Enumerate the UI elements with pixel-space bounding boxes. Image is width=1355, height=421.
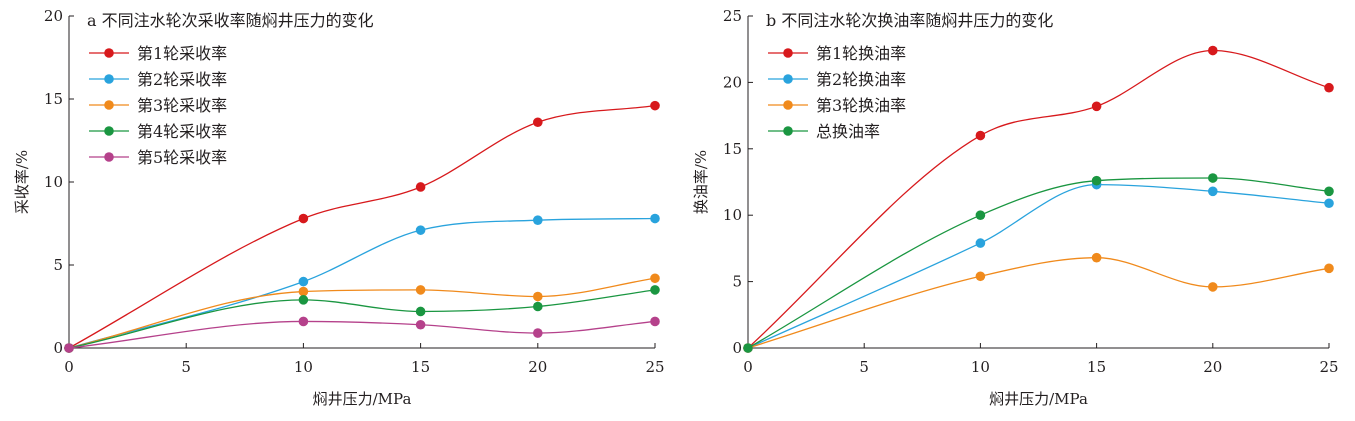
data-point	[415, 225, 426, 235]
y-tick-label: 15	[44, 90, 63, 108]
data-point	[415, 306, 426, 317]
x-axis-label: 焖井压力/MPa	[989, 390, 1088, 408]
chart-title: b 不同注水轮次换油率随焖井压力的变化	[766, 11, 1053, 30]
legend-marker	[783, 126, 793, 136]
data-point	[415, 319, 426, 330]
data-point	[533, 328, 543, 338]
data-point	[975, 238, 986, 248]
data-point	[533, 215, 543, 225]
data-point	[533, 117, 543, 128]
data-point	[533, 291, 543, 302]
legend-label: 第2轮换油率	[816, 70, 906, 89]
x-tick-label: 25	[1319, 358, 1338, 376]
legend-label: 第3轮换油率	[816, 96, 906, 115]
legend-marker	[104, 126, 114, 136]
data-point	[1324, 263, 1334, 274]
x-axis-label: 焖井压力/MPa	[313, 390, 412, 408]
data-point	[298, 276, 309, 287]
data-point	[743, 343, 753, 353]
x-tick-label: 15	[1087, 358, 1106, 376]
data-point	[650, 100, 660, 111]
legend-label: 第1轮采收率	[137, 44, 227, 63]
data-point	[1208, 45, 1218, 56]
data-point	[650, 285, 660, 295]
legend-label: 第3轮采收率	[137, 96, 227, 115]
data-point	[298, 286, 309, 297]
y-tick-label: 0	[732, 339, 742, 357]
x-tick-label: 20	[1203, 358, 1222, 376]
y-tick-label: 10	[723, 206, 742, 224]
legend-marker	[783, 100, 793, 110]
legend-marker	[104, 152, 114, 162]
data-point	[650, 273, 660, 284]
x-tick-label: 0	[743, 358, 753, 376]
data-point	[975, 210, 986, 220]
series-line	[68, 104, 656, 349]
series-line	[747, 177, 1330, 349]
y-axis-label: 换油率/%	[692, 150, 710, 214]
x-tick-label: 5	[181, 358, 191, 376]
data-point	[975, 130, 986, 141]
data-point	[1208, 282, 1218, 292]
data-point	[1324, 198, 1334, 209]
legend-label: 第4轮采收率	[137, 122, 227, 141]
data-point	[650, 316, 660, 327]
data-point	[1324, 82, 1334, 93]
data-point	[650, 213, 660, 224]
legend-marker	[104, 74, 114, 84]
legend-marker	[104, 48, 114, 58]
series-line	[68, 289, 656, 349]
data-point	[1091, 175, 1102, 186]
y-tick-label: 25	[723, 7, 742, 25]
x-tick-label: 10	[971, 358, 990, 376]
series-line	[68, 217, 656, 349]
x-tick-label: 25	[645, 358, 664, 376]
data-point	[1091, 101, 1102, 112]
data-point	[64, 343, 74, 353]
data-point	[1208, 173, 1218, 183]
series-line	[747, 184, 1330, 349]
data-point	[298, 213, 309, 224]
data-point	[1091, 252, 1102, 263]
legend-marker	[783, 48, 793, 58]
series-line	[747, 257, 1330, 349]
data-point	[1208, 186, 1218, 197]
y-tick-label: 0	[53, 339, 63, 357]
data-point	[415, 285, 426, 295]
y-tick-label: 15	[723, 140, 742, 158]
y-tick-label: 10	[44, 173, 63, 191]
y-tick-label: 20	[44, 7, 63, 25]
x-tick-label: 15	[411, 358, 430, 376]
y-tick-label: 5	[53, 256, 63, 274]
chart-panel-a: 0 5 10 15 20 25 0 5 10 15 20 焖井压力/MPa 采收率/% a 不同注水轮次采…	[13, 7, 665, 408]
x-tick-label: 0	[64, 358, 74, 376]
y-axis-label: 采收率/%	[13, 150, 31, 214]
legend-label: 总换油率	[816, 122, 880, 141]
data-point	[533, 301, 543, 312]
data-point	[1324, 186, 1334, 197]
data-point	[298, 295, 309, 305]
series-line	[68, 277, 656, 349]
x-tick-label: 10	[294, 358, 313, 376]
data-point	[415, 182, 426, 192]
y-tick-label: 5	[732, 273, 742, 291]
legend-label: 第1轮换油率	[816, 44, 906, 63]
chart-title: a 不同注水轮次采收率随焖井压力的变化	[87, 11, 374, 30]
x-tick-label: 20	[528, 358, 547, 376]
series-line	[68, 320, 656, 349]
data-point	[298, 316, 309, 327]
data-point	[975, 271, 986, 282]
series-line	[747, 49, 1330, 349]
legend-label: 第2轮采收率	[137, 70, 227, 89]
y-tick-label: 20	[723, 73, 742, 91]
legend-marker	[783, 74, 793, 84]
legend-label: 第5轮采收率	[137, 148, 227, 167]
legend-marker	[104, 100, 114, 110]
chart-panel-b: 0 5 10 15 20 25 0 5 10 15 20 25 焖井压力/MPa 换油率/% b 不同注水轮…	[692, 7, 1339, 408]
x-tick-label: 5	[859, 358, 869, 376]
